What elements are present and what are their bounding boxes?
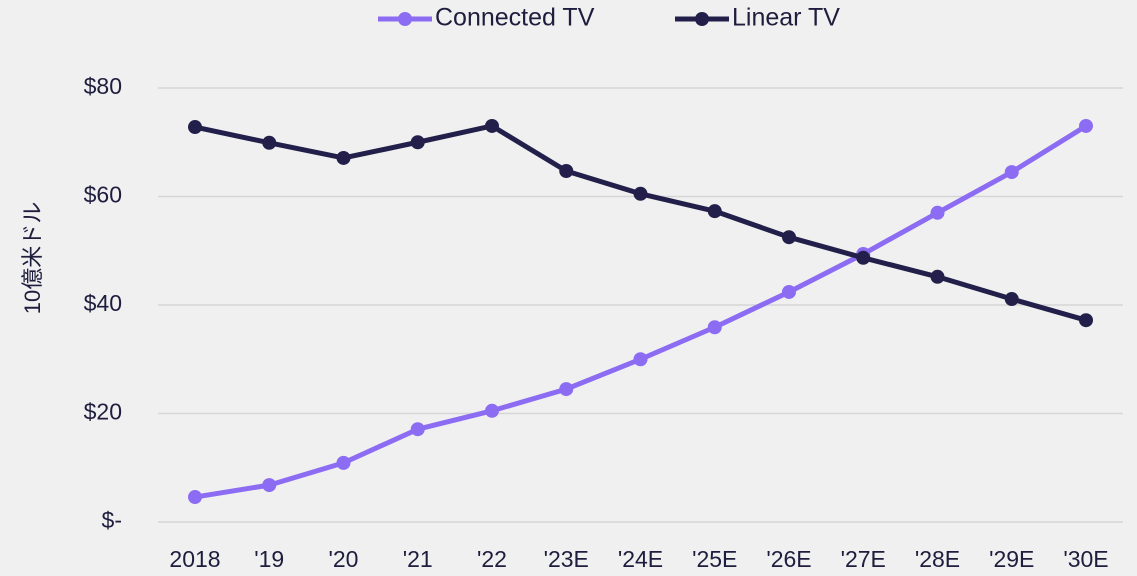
- data-point: [1004, 165, 1019, 180]
- x-tick-label: '21: [403, 546, 433, 572]
- x-tick-label: '24E: [618, 546, 663, 572]
- x-tick-label: '25E: [692, 546, 737, 572]
- data-point: [410, 135, 425, 150]
- x-tick-label: 2018: [169, 546, 220, 572]
- x-tick-label: '22: [477, 546, 507, 572]
- data-point: [188, 490, 202, 505]
- data-point: [633, 186, 648, 201]
- legend-swatch-dot: [398, 12, 412, 26]
- data-point: [188, 120, 202, 135]
- data-point: [782, 284, 796, 299]
- data-point: [1079, 118, 1093, 133]
- data-point: [707, 320, 722, 335]
- x-tick-label: '23E: [544, 546, 589, 572]
- data-point: [930, 269, 945, 284]
- data-point: [1004, 292, 1019, 307]
- x-tick-label: '29E: [989, 546, 1034, 572]
- series-line: [194, 123, 1087, 323]
- data-point: [856, 250, 871, 265]
- series-line: [194, 123, 1088, 500]
- data-point: [1079, 313, 1093, 328]
- data-point: [559, 164, 574, 179]
- x-tick-label: '26E: [766, 546, 811, 572]
- data-point: [559, 382, 574, 397]
- y-tick-label: $-: [102, 507, 122, 533]
- legend-swatch-dot: [695, 12, 709, 26]
- data-point: [633, 352, 648, 367]
- data-point: [336, 150, 351, 165]
- legend-label: Connected TV: [435, 4, 595, 32]
- data-point: [336, 455, 351, 470]
- data-point: [410, 422, 425, 437]
- data-point: [485, 118, 499, 133]
- data-point: [782, 230, 796, 245]
- x-tick-label: '27E: [841, 546, 886, 572]
- y-tick-label: $20: [84, 399, 122, 425]
- x-tick-label: '20: [329, 546, 359, 572]
- x-tick-label: '19: [254, 546, 284, 572]
- y-tick-label: $60: [84, 182, 122, 208]
- data-point: [707, 204, 722, 219]
- y-axis-title: 10億米ドル: [20, 202, 45, 314]
- y-tick-label: $80: [84, 73, 122, 99]
- legend-label: Linear TV: [732, 4, 840, 32]
- x-tick-label: '30E: [1063, 546, 1108, 572]
- data-point: [485, 403, 499, 418]
- y-tick-label: $40: [84, 290, 122, 316]
- data-point: [262, 478, 277, 493]
- data-point: [930, 205, 945, 220]
- x-tick-label: '28E: [915, 546, 960, 572]
- data-point: [262, 135, 277, 150]
